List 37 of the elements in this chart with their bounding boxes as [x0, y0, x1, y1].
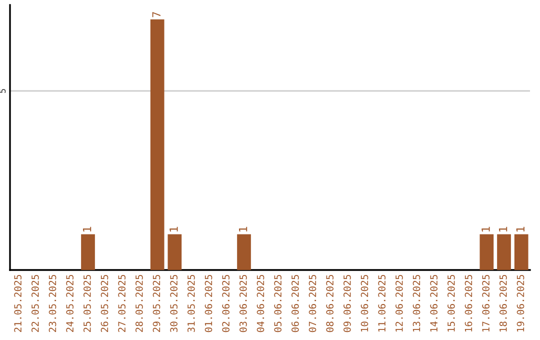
x-tick-label: 19.06.2025: [516, 274, 524, 332]
x-tick-label: 28.05.2025: [135, 274, 143, 332]
x-tick-label: 13.06.2025: [412, 274, 420, 332]
data-label: 1: [238, 226, 248, 232]
data-label: 1: [516, 226, 524, 232]
x-tick-label: 31.05.2025: [187, 274, 195, 332]
x-tick-label: 17.06.2025: [482, 274, 490, 332]
x-tick-label: 16.06.2025: [464, 274, 472, 332]
x-tick-label: 23.05.2025: [48, 274, 56, 332]
x-tick-label: 26.05.2025: [100, 274, 108, 332]
x-tick-label: 07.06.2025: [308, 274, 316, 332]
x-tick-label: 03.06.2025: [239, 274, 247, 332]
x-tick-label: 27.05.2025: [118, 274, 126, 332]
data-label: 1: [498, 226, 508, 232]
data-label: 1: [82, 226, 92, 232]
x-tick-label: 04.06.2025: [256, 274, 264, 332]
x-tick-label: 21.05.2025: [14, 274, 22, 332]
x-tick-label: 25.05.2025: [83, 274, 91, 332]
x-tick-label: 29.05.2025: [152, 274, 160, 332]
x-tick-label: 11.06.2025: [378, 274, 386, 332]
x-tick-label: 01.06.2025: [204, 274, 212, 332]
x-tick-label: 22.05.2025: [31, 274, 39, 332]
x-tick-label: 09.06.2025: [343, 274, 351, 332]
data-label: 1: [482, 226, 490, 232]
x-tick-label: 02.06.2025: [222, 274, 230, 332]
x-tick-label: 08.06.2025: [326, 274, 334, 332]
x-tick-label: 24.05.2025: [66, 274, 74, 332]
x-tick-label: 06.06.2025: [291, 274, 299, 332]
x-tick-label: 05.06.2025: [274, 274, 282, 332]
x-tick-label: 10.06.2025: [360, 274, 368, 332]
x-tick-label: 18.06.2025: [499, 274, 507, 332]
x-tick-label: 15.06.2025: [447, 274, 455, 332]
x-tick-label: 12.06.2025: [395, 274, 403, 332]
data-label: 1: [170, 226, 178, 232]
data-label: 7: [152, 12, 160, 18]
x-tick-label: 14.06.2025: [430, 274, 438, 332]
x-tick-label: 30.05.2025: [170, 274, 178, 332]
